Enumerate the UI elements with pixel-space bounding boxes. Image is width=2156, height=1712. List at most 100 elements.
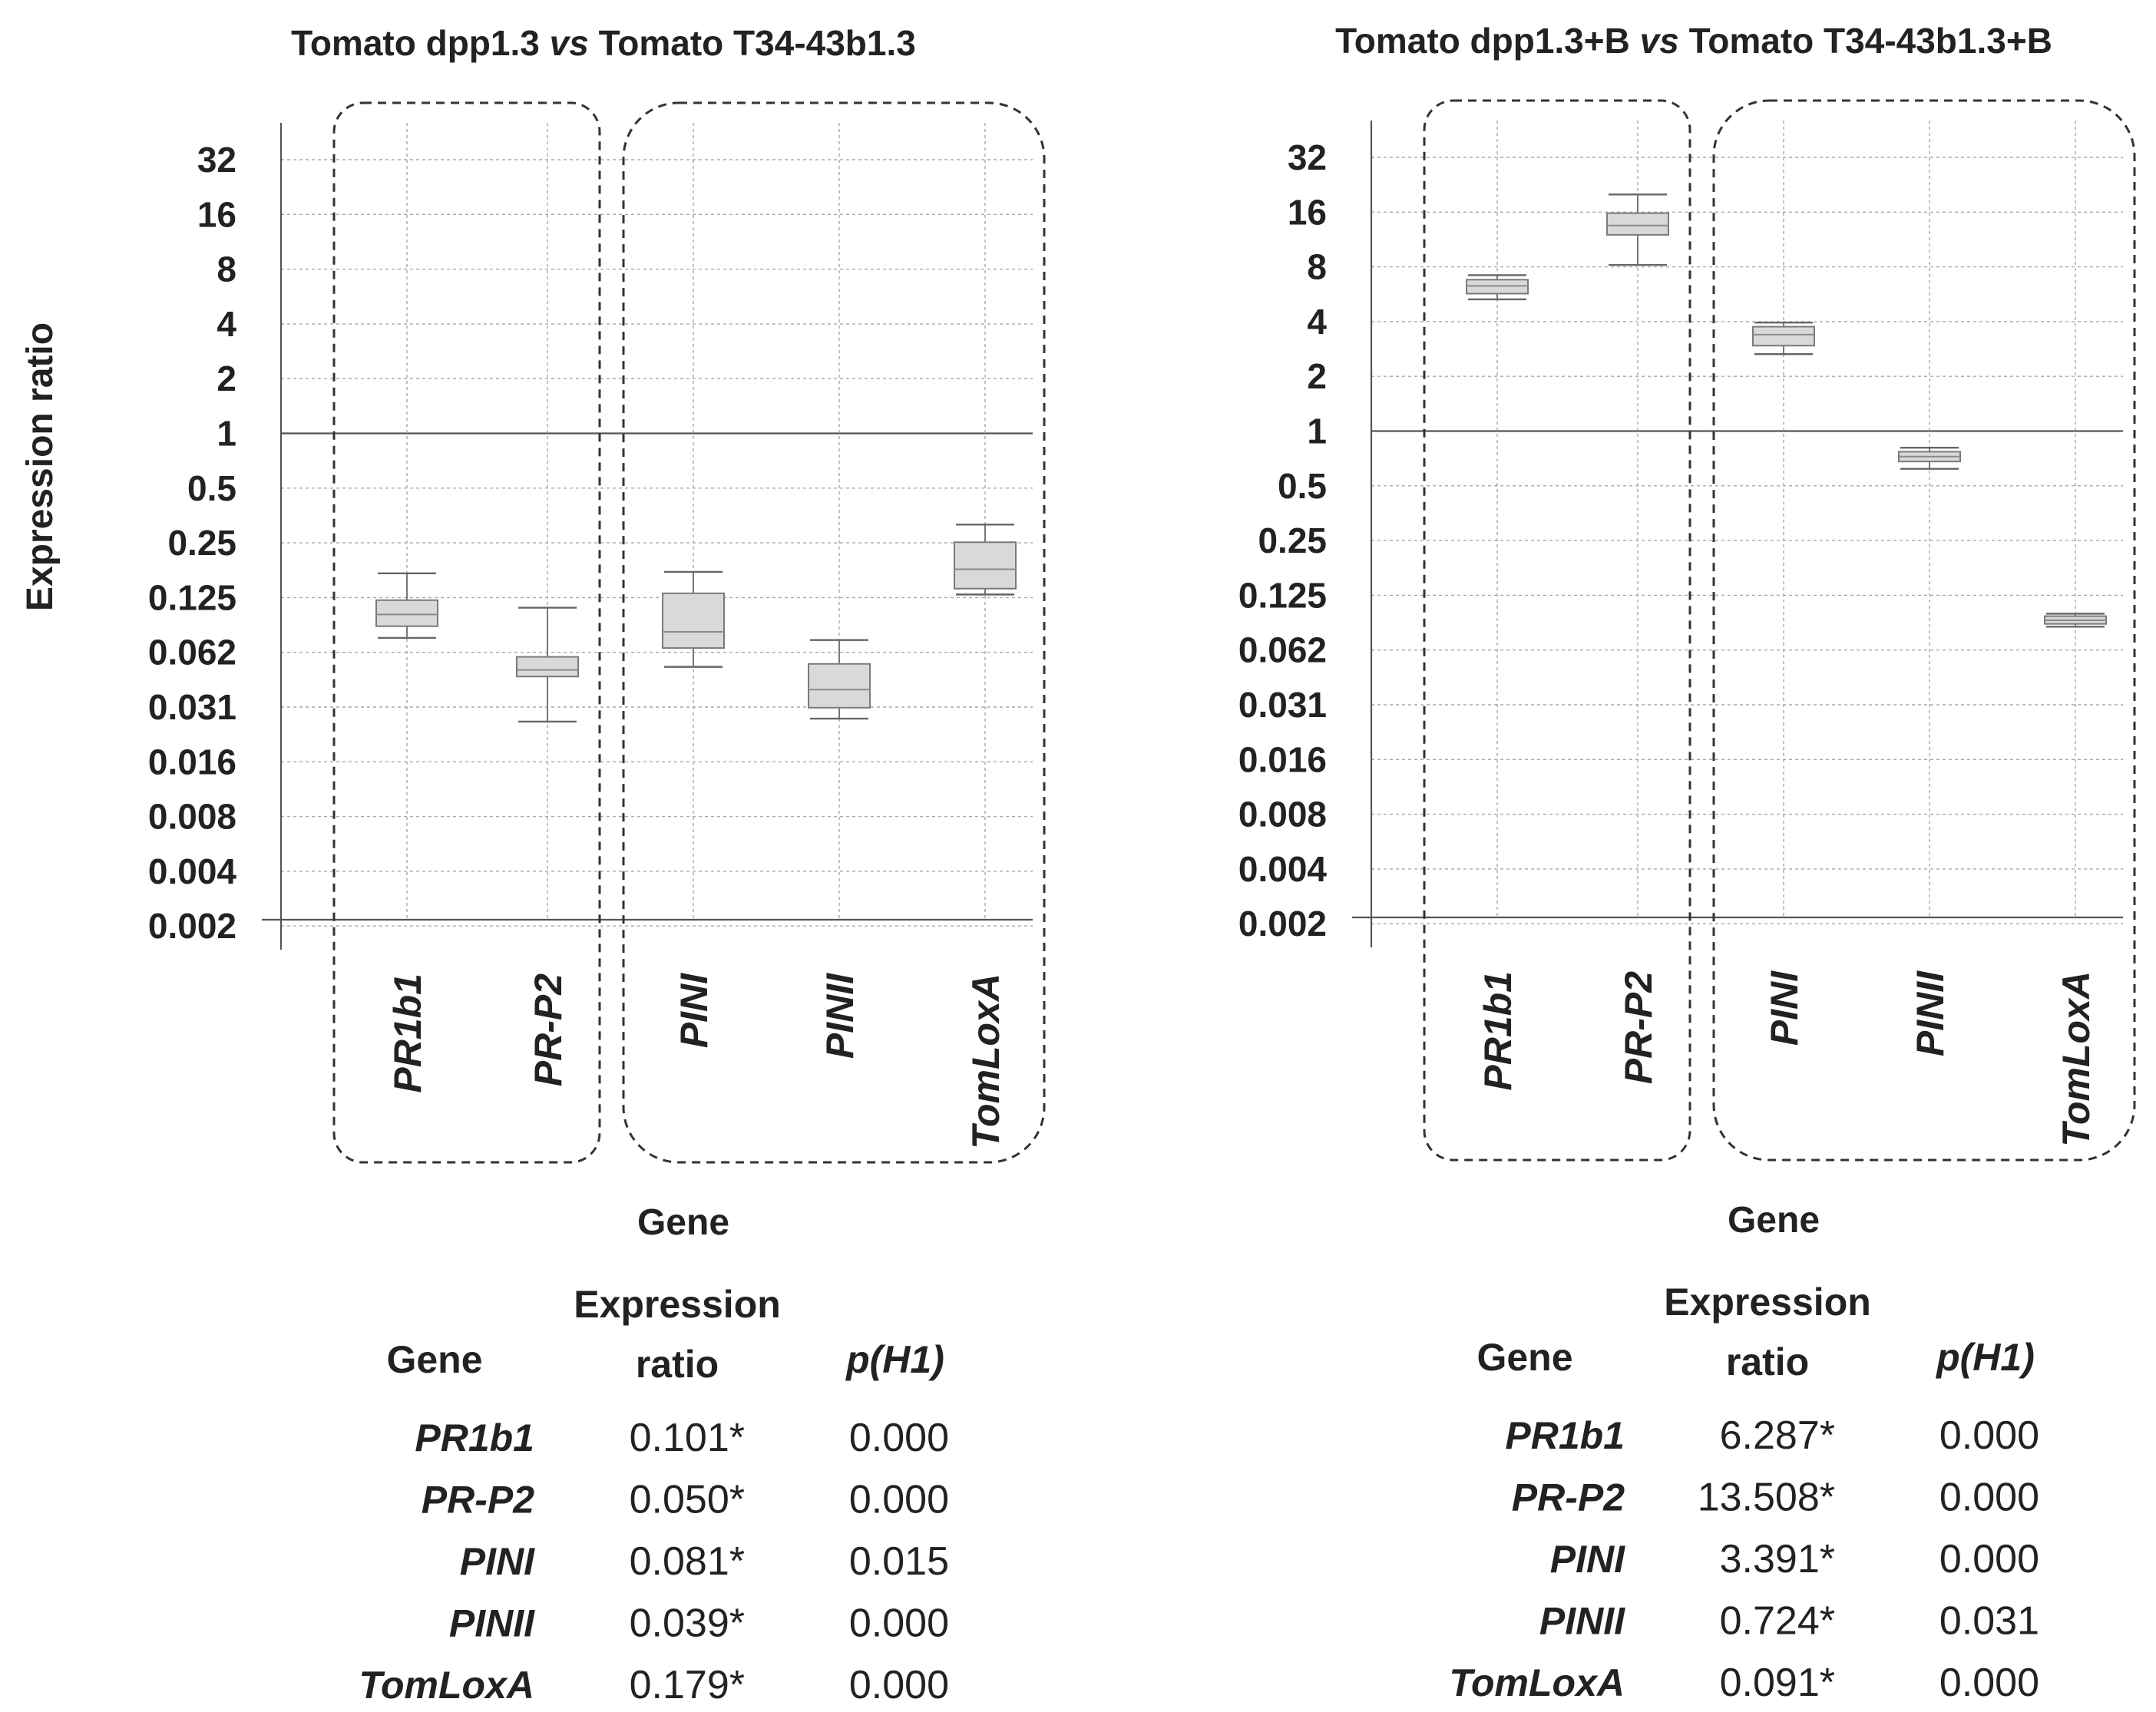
table-cell-gene: PINI	[1550, 1538, 1625, 1581]
y-tick-label: 0.016	[148, 742, 236, 782]
box-PINII	[808, 639, 871, 720]
box-PINI	[662, 570, 725, 668]
table-cell-gene: PR-P2	[422, 1479, 534, 1522]
box-TomLoxA	[2044, 613, 2107, 628]
chart-panel-1: Tomato dpp1.3 vs Tomato T34-43b1.3 32 16 8 4…	[20, 23, 1046, 1707]
results-table: Gene Expression ratio p(H1) PR1b1 0.101* 0.000…	[359, 1283, 949, 1707]
box-TomLoxA	[954, 524, 1017, 596]
box-PINII	[1898, 446, 1961, 470]
y-tick-label: 1	[1307, 411, 1327, 451]
y-tick-label: 32	[1288, 137, 1327, 177]
y-tick-label: 0.008	[148, 797, 236, 837]
box-iqr	[1466, 279, 1529, 295]
chart-title-part: Tomato dpp1.3	[291, 23, 550, 63]
chart-title-part: Tomato dpp1.3+B	[1335, 21, 1640, 61]
chart-title-part: Tomato T34-43b1.3	[589, 23, 916, 63]
table-header-ratio: Expression	[574, 1283, 781, 1326]
table-header-gene: Gene	[386, 1338, 482, 1381]
y-tick-label: 0.004	[1238, 849, 1328, 889]
y-tick-label: 0.5	[187, 468, 236, 508]
x-tick-label: PR1b1	[1476, 971, 1519, 1091]
box-PR-P2	[1606, 193, 1669, 266]
table-cell-p: 0.000	[1939, 1537, 2039, 1581]
table-cell-gene: PR1b1	[415, 1416, 534, 1459]
box-iqr	[375, 599, 438, 627]
x-tick-label: PR-P2	[1617, 971, 1660, 1084]
box-PR1b1	[1466, 274, 1529, 301]
x-tick-label: TomLoxA	[964, 973, 1007, 1149]
results-table: Gene Expression ratio p(H1) PR1b1 6.287* 0.000…	[1449, 1281, 2039, 1705]
table-header-p: p(H1)	[845, 1338, 944, 1381]
chart-title-part: Tomato T34-43b1.3+B	[1679, 21, 2052, 61]
gene-group-outline	[1423, 99, 1691, 1162]
table-cell-p: 0.000	[849, 1416, 949, 1460]
table-header-p: p(H1)	[1935, 1336, 2035, 1379]
table-cell-ratio: 0.039*	[630, 1601, 745, 1646]
table-cell-ratio: 0.081*	[630, 1539, 745, 1584]
y-tick-label: 8	[1307, 247, 1327, 287]
x-tick-label: PINI	[1763, 970, 1806, 1046]
y-tick-label: 0.062	[148, 633, 236, 673]
box-iqr	[662, 592, 725, 649]
table-cell-ratio: 0.724*	[1720, 1599, 1835, 1644]
y-tick-label: 0.5	[1278, 466, 1327, 506]
y-tick-label: 0.004	[148, 851, 237, 891]
table-cell-p: 0.000	[849, 1601, 949, 1646]
x-tick-label: PINII	[1909, 970, 1952, 1056]
y-tick-label: 0.031	[148, 687, 236, 727]
table-cell-ratio: 0.179*	[630, 1663, 745, 1707]
y-tick-label: 32	[197, 140, 236, 180]
y-tick-label: 16	[197, 194, 236, 234]
y-tick-label: 4	[1307, 302, 1327, 342]
table-header-ratio: Expression	[1664, 1281, 1871, 1324]
table-cell-p: 0.000	[849, 1663, 949, 1707]
table-cell-p: 0.000	[1939, 1661, 2039, 1705]
table-cell-gene: PR-P2	[1512, 1476, 1625, 1519]
chart-title-vs: vs	[1640, 21, 1679, 61]
chart-panel-2: Tomato dpp1.3+B vs Tomato T34-43b1.3+B 32…	[1238, 21, 2136, 1705]
box-PINI	[1752, 321, 1815, 355]
box-iqr	[808, 663, 871, 709]
y-tick-label: 4	[217, 304, 236, 344]
table-cell-gene: TomLoxA	[1449, 1661, 1625, 1704]
chart-title: Tomato dpp1.3+B vs Tomato T34-43b1.3+B	[1335, 21, 2052, 61]
table-cell-p: 0.031	[1939, 1599, 2039, 1644]
y-tick-label: 0.125	[1238, 575, 1327, 615]
box-iqr	[516, 656, 579, 678]
x-tick-label: PINI	[673, 973, 716, 1048]
table-cell-gene: PR1b1	[1505, 1414, 1625, 1457]
y-tick-label: 0.031	[1238, 685, 1327, 725]
x-axis-title: Gene	[637, 1202, 729, 1243]
table-cell-gene: PINII	[449, 1602, 535, 1645]
box-iqr	[954, 541, 1017, 590]
chart-title-vs: vs	[550, 23, 589, 63]
table-cell-gene: PINI	[460, 1540, 535, 1583]
table-cell-ratio: 3.391*	[1720, 1537, 1835, 1581]
x-axis-title: Gene	[1728, 1200, 1820, 1241]
y-tick-label: 0.016	[1238, 739, 1327, 779]
table-cell-gene: PINII	[1539, 1600, 1625, 1643]
table-cell-p: 0.000	[1939, 1476, 2039, 1520]
table-cell-ratio: 0.091*	[1720, 1661, 1835, 1705]
x-tick-label: TomLoxA	[2055, 971, 2098, 1147]
y-tick-label: 0.25	[167, 523, 236, 563]
y-tick-label: 0.062	[1238, 630, 1327, 670]
chart-title: Tomato dpp1.3 vs Tomato T34-43b1.3	[291, 23, 916, 63]
x-tick-label: PR1b1	[386, 973, 429, 1093]
table-cell-ratio: 6.287*	[1720, 1413, 1835, 1458]
y-axis-title: Expression ratio	[20, 322, 61, 611]
y-tick-label: 0.002	[148, 906, 236, 946]
box-PR-P2	[516, 606, 579, 723]
y-tick-label: 0.002	[1238, 904, 1327, 944]
table-cell-p: 0.015	[849, 1539, 949, 1584]
y-tick-label: 2	[1307, 356, 1327, 396]
box-iqr	[1606, 212, 1669, 236]
table-cell-p: 0.000	[1939, 1413, 2039, 1458]
y-tick-label: 0.125	[148, 577, 236, 617]
table-cell-p: 0.000	[849, 1478, 949, 1522]
x-tick-label: PINII	[818, 973, 861, 1059]
table-cell-ratio: 0.101*	[630, 1416, 745, 1460]
y-tick-label: 0.25	[1258, 521, 1327, 560]
gene-group-outline	[332, 101, 601, 1164]
